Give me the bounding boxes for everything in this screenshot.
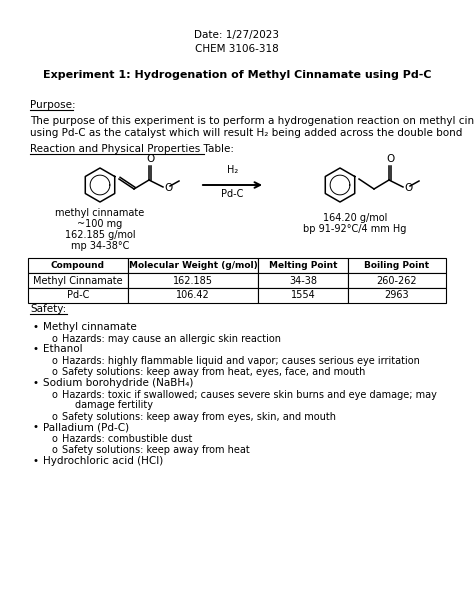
Text: CHEM 3106-318: CHEM 3106-318	[195, 44, 279, 54]
Text: •: •	[33, 345, 39, 354]
Bar	[28, 288, 128, 303]
Text: Purpose:: Purpose:	[30, 100, 76, 110]
Text: Hazards: highly flammable liquid and vapor; causes serious eye irritation: Hazards: highly flammable liquid and vap…	[62, 356, 420, 366]
Text: 2963: 2963	[385, 291, 410, 300]
Text: Compound: Compound	[51, 261, 105, 270]
Text: o: o	[51, 445, 57, 455]
Text: Safety solutions: keep away from eyes, skin, and mouth: Safety solutions: keep away from eyes, s…	[62, 411, 336, 422]
Text: O: O	[386, 154, 394, 164]
Text: •: •	[33, 322, 39, 332]
Text: damage fertility: damage fertility	[75, 400, 153, 411]
Text: O: O	[164, 183, 172, 193]
Text: Safety:: Safety:	[30, 304, 66, 314]
Text: Hazards: may cause an allergic skin reaction: Hazards: may cause an allergic skin reac…	[62, 333, 281, 343]
Text: bp 91-92°C/4 mm Hg: bp 91-92°C/4 mm Hg	[303, 224, 407, 234]
Text: Reaction and Physical Properties Table:: Reaction and Physical Properties Table:	[30, 144, 234, 154]
Text: 260-262: 260-262	[377, 275, 417, 286]
Text: Pd-C: Pd-C	[67, 291, 89, 300]
Bar	[258, 288, 348, 303]
Bar	[348, 258, 446, 273]
Text: o: o	[51, 367, 57, 377]
Text: Pd-C: Pd-C	[221, 189, 244, 199]
Text: 164.20 g/mol: 164.20 g/mol	[323, 213, 387, 223]
Text: o: o	[51, 434, 57, 444]
Text: Hydrochloric acid (HCl): Hydrochloric acid (HCl)	[43, 456, 163, 466]
Text: Ethanol: Ethanol	[43, 345, 82, 354]
Text: •: •	[33, 422, 39, 433]
Text: o: o	[51, 389, 57, 400]
Text: The purpose of this experiment is to perform a hydrogenation reaction on methyl : The purpose of this experiment is to per…	[30, 116, 474, 126]
Text: ~100 mg: ~100 mg	[77, 219, 123, 229]
Text: 162.185 g/mol: 162.185 g/mol	[64, 230, 135, 240]
Text: 162.185: 162.185	[173, 275, 213, 286]
Text: O: O	[146, 154, 155, 164]
Bar	[258, 258, 348, 273]
Text: Melting Point: Melting Point	[269, 261, 337, 270]
Text: 106.42: 106.42	[176, 291, 210, 300]
Bar	[128, 258, 258, 273]
Bar	[258, 273, 348, 288]
Text: using Pd-C as the catalyst which will result H₂ being added across the double bo: using Pd-C as the catalyst which will re…	[30, 128, 462, 138]
Text: mp 34-38°C: mp 34-38°C	[71, 241, 129, 251]
Bar	[28, 273, 128, 288]
Text: Date: 1/27/2023: Date: 1/27/2023	[194, 30, 280, 40]
Text: Safety solutions: keep away from heat: Safety solutions: keep away from heat	[62, 445, 250, 455]
Text: Safety solutions: keep away from heat, eyes, face, and mouth: Safety solutions: keep away from heat, e…	[62, 367, 365, 377]
Bar	[128, 288, 258, 303]
Text: 1554: 1554	[291, 291, 315, 300]
Text: Molecular Weight (g/mol): Molecular Weight (g/mol)	[128, 261, 257, 270]
Bar	[348, 273, 446, 288]
Text: Methyl cinnamate: Methyl cinnamate	[43, 322, 137, 332]
Text: Boiling Point: Boiling Point	[365, 261, 429, 270]
Text: o: o	[51, 333, 57, 343]
Text: H₂: H₂	[227, 165, 238, 175]
Text: O: O	[404, 183, 412, 193]
Text: o: o	[51, 356, 57, 366]
Text: Sodium borohydride (NaBH₄): Sodium borohydride (NaBH₄)	[43, 378, 193, 388]
Text: Hazards: toxic if swallowed; causes severe skin burns and eye damage; may: Hazards: toxic if swallowed; causes seve…	[62, 389, 437, 400]
Text: methyl cinnamate: methyl cinnamate	[55, 208, 145, 218]
Text: Hazards: combustible dust: Hazards: combustible dust	[62, 434, 192, 444]
Bar	[28, 258, 128, 273]
Text: 34-38: 34-38	[289, 275, 317, 286]
Text: o: o	[51, 411, 57, 422]
Bar	[128, 273, 258, 288]
Text: Palladium (Pd-C): Palladium (Pd-C)	[43, 422, 129, 433]
Text: Experiment 1: Hydrogenation of Methyl Cinnamate using Pd-C: Experiment 1: Hydrogenation of Methyl Ci…	[43, 70, 431, 80]
Text: •: •	[33, 456, 39, 466]
Text: Methyl Cinnamate: Methyl Cinnamate	[33, 275, 123, 286]
Text: •: •	[33, 378, 39, 388]
Bar	[348, 288, 446, 303]
